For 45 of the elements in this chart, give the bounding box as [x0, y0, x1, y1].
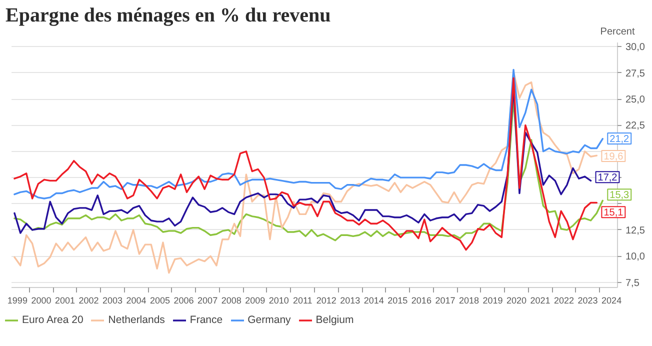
x-tick-label: 2012 [316, 296, 336, 306]
y-axis-title: Percent [600, 26, 635, 38]
y-tick-label: 27,5 [626, 68, 646, 80]
x-tick-label: 2014 [364, 296, 384, 306]
data-label: 15,1 [604, 208, 624, 219]
x-tick-label: 2003 [102, 296, 123, 306]
x-tick-label: 2024 [602, 296, 622, 306]
y-tick-label: 25,0 [626, 94, 646, 106]
data-label: 21,2 [610, 134, 630, 145]
y-tick-label: 30,0 [626, 42, 646, 54]
x-tick-label: 2017 [435, 296, 456, 306]
y-tick-label: 12,5 [626, 225, 646, 236]
x-tick-label: 2002 [78, 296, 99, 306]
chart-title: Epargne des ménages en % du revenu [6, 4, 331, 26]
x-tick-label: 2015 [388, 296, 408, 306]
x-tick-label: 2023 [578, 296, 598, 306]
legend-label: Belgium [316, 313, 354, 327]
y-tick-label: 7,5 [626, 278, 640, 289]
data-label: 15,3 [610, 190, 630, 202]
x-tick-label: 2021 [530, 296, 550, 306]
legend-label: Germany [248, 313, 291, 327]
x-tick-label: 2016 [411, 296, 432, 306]
x-tick-label: 2022 [554, 296, 574, 306]
data-label: 19,6 [604, 151, 624, 162]
data-label: 17,2 [598, 172, 618, 184]
x-tick-label: 2001 [54, 296, 75, 306]
x-tick-label: 2013 [340, 296, 360, 306]
x-tick-label: 2019 [482, 296, 503, 306]
legend-label: Netherlands [108, 313, 165, 327]
x-tick-label: 2011 [292, 296, 312, 306]
y-tick-label: 10,0 [626, 252, 646, 263]
legend-label: Euro Area 20 [22, 313, 84, 327]
x-tick-label: 2008 [221, 296, 242, 306]
x-tick-label: 2007 [198, 296, 218, 306]
legend-label: France [190, 313, 223, 327]
x-tick-label: 2005 [150, 296, 170, 306]
y-tick-label: 22,5 [626, 120, 646, 132]
x-tick-label: 2010 [268, 296, 289, 306]
x-tick-label: 2006 [174, 296, 194, 306]
x-tick-label: 2000 [31, 296, 52, 306]
x-tick-label: 2018 [458, 296, 479, 306]
x-tick-label: 2004 [126, 296, 146, 306]
x-tick-label: 2009 [245, 296, 266, 306]
x-tick-label: 2020 [506, 296, 527, 306]
x-tick-label: 1999 [7, 296, 28, 306]
